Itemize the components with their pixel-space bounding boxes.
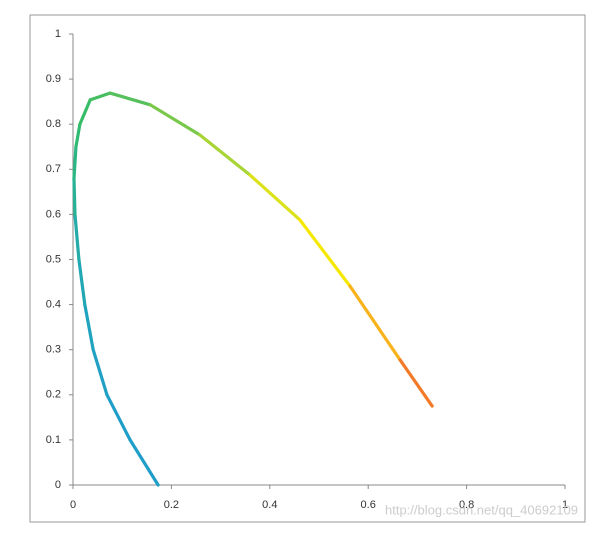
- line-segment: [198, 133, 252, 177]
- line-segment: [72, 145, 78, 180]
- line-segment: [77, 257, 87, 307]
- x-tick-label: 0.6: [361, 499, 376, 511]
- y-tick-label: 0.4: [46, 299, 61, 311]
- line-segment: [105, 393, 132, 442]
- line-segment: [73, 212, 81, 262]
- line-segment: [398, 358, 434, 408]
- x-tick-label: 0.8: [459, 499, 474, 511]
- chart-frame: [29, 14, 586, 523]
- line-segment: [72, 176, 77, 216]
- y-tick-label: 0: [55, 479, 61, 491]
- line-segment: [83, 303, 95, 352]
- line-segment: [108, 91, 152, 107]
- y-tick-label: 1: [55, 28, 61, 40]
- line-segment: [248, 173, 302, 222]
- y-tick-label: 0.6: [46, 208, 61, 220]
- y-tick-label: 0.3: [46, 344, 61, 356]
- line-segment: [88, 91, 112, 102]
- x-tick-label: 0.4: [262, 499, 277, 511]
- y-tick-label: 0.2: [46, 389, 61, 401]
- x-tick-label: 0: [70, 499, 76, 511]
- y-tick-label: 0.7: [46, 163, 61, 175]
- watermark: http://blog.csdn.net/qq_40692109: [385, 502, 578, 517]
- x-tick-label: 0.2: [164, 499, 179, 511]
- line-segment: [74, 122, 82, 149]
- y-tick-label: 0.8: [46, 118, 61, 130]
- line-segment: [91, 348, 109, 397]
- line-segment: [148, 103, 202, 137]
- line-segment: [348, 284, 402, 362]
- y-tick-label: 0.5: [46, 253, 61, 265]
- y-tick-label: 0.9: [46, 73, 61, 85]
- line-segment: [78, 98, 92, 126]
- line-segment: [298, 218, 352, 288]
- y-tick-label: 0.1: [46, 434, 61, 446]
- line-segment: [128, 438, 160, 487]
- x-tick-label: 1: [562, 499, 568, 511]
